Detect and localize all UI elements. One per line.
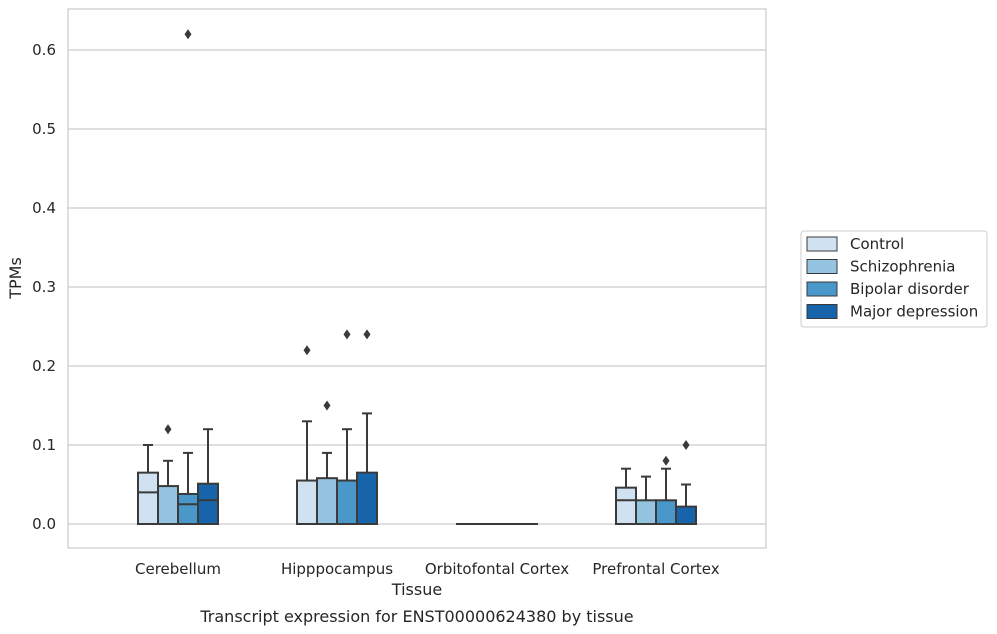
y-axis-ticks: 0.0 0.1 0.2 0.3 0.4 0.5 0.6 <box>32 41 56 533</box>
grid-lines <box>68 49 766 525</box>
box-bipolar-disorder <box>655 455 677 525</box>
box <box>157 485 179 525</box>
outlier-point <box>303 345 311 356</box>
box <box>316 477 338 525</box>
box <box>296 479 318 525</box>
box-major-depression <box>197 428 219 525</box>
box-major-depression <box>356 329 378 525</box>
legend-frame <box>800 230 988 328</box>
y-tick-label: 0.3 <box>32 278 56 296</box>
box <box>635 499 657 525</box>
box <box>675 505 697 525</box>
box-control <box>137 444 159 525</box>
box <box>197 482 219 525</box>
outlier-point <box>184 29 192 40</box>
y-tick-label: 0.6 <box>32 41 56 59</box>
y-tick-label: 0.5 <box>32 120 56 138</box>
box <box>655 499 677 525</box>
box-schizophrenia <box>316 400 338 525</box>
outlier-point <box>662 455 670 466</box>
outlier-point <box>164 424 172 435</box>
plot-frame <box>67 8 767 549</box>
legend-label: Schizophrenia <box>850 258 955 276</box>
outlier-point <box>343 329 351 340</box>
y-tick-label: 0.1 <box>32 436 56 454</box>
outlier-point <box>323 400 331 411</box>
box-bipolar-disorder <box>336 329 358 525</box>
box-major-depression <box>675 440 697 525</box>
legend-label: Major depression <box>850 303 978 321</box>
legend: Control Schizophrenia Bipolar disorder Majo… <box>800 230 988 328</box>
y-tick-label: 0.2 <box>32 357 56 375</box>
legend-label: Control <box>850 235 904 253</box>
y-tick-label: 0.0 <box>32 515 56 533</box>
box <box>356 471 378 525</box>
x-tick-label: Orbitofontal Cortex <box>425 560 569 578</box>
box-groups <box>137 29 697 526</box>
legend-swatch <box>806 236 838 252</box>
x-axis-ticks: Cerebellum Hipppocampus Orbitofontal Corte… <box>135 560 720 578</box>
box <box>615 486 637 526</box>
y-axis-label: TPMs <box>6 257 25 300</box>
x-tick-label: Prefrontal Cortex <box>592 560 719 578</box>
box <box>137 471 159 525</box>
outlier-point <box>682 440 690 450</box>
box-control <box>615 467 637 526</box>
chart-title: Transcript expression for ENST0000062438… <box>199 607 633 626</box>
box-schizophrenia <box>157 424 179 525</box>
box-bipolar-disorder <box>177 29 199 526</box>
x-tick-label: Hipppocampus <box>281 560 393 578</box>
box-control <box>296 345 318 525</box>
x-axis-label: Tissue <box>391 580 442 599</box>
box-schizophrenia <box>635 475 657 525</box>
legend-swatch <box>806 281 838 297</box>
outlier-point <box>363 329 371 340</box>
y-tick-label: 0.4 <box>32 199 56 217</box>
legend-swatch <box>806 304 838 319</box>
box <box>336 479 358 525</box>
box <box>177 492 199 526</box>
legend-label: Bipolar disorder <box>850 280 970 298</box>
legend-swatch <box>806 259 838 274</box>
x-tick-label: Cerebellum <box>135 560 221 578</box>
